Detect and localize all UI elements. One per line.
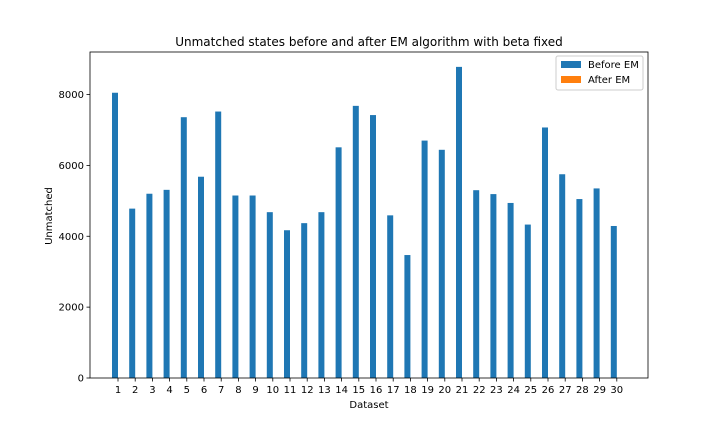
x-tick-label-18: 18 bbox=[404, 385, 417, 396]
legend-label-before-em: Before EM bbox=[588, 60, 639, 71]
bar-before-em-26 bbox=[542, 127, 548, 378]
x-tick-label-5: 5 bbox=[184, 385, 190, 396]
plot-frame bbox=[89, 51, 649, 379]
bar-before-em-24 bbox=[507, 202, 514, 378]
x-tick-label-28: 28 bbox=[576, 385, 589, 396]
bar-before-em-7 bbox=[215, 111, 222, 379]
x-tick-label-24: 24 bbox=[507, 385, 520, 396]
x-tick-label-20: 20 bbox=[438, 385, 451, 396]
bar-before-em-1 bbox=[112, 92, 118, 378]
bar-before-em-28 bbox=[576, 199, 583, 378]
bar-before-em-9 bbox=[249, 195, 256, 378]
bar-before-em-19 bbox=[421, 140, 428, 378]
x-tick-label-16: 16 bbox=[370, 385, 383, 396]
bar-before-em-8 bbox=[232, 195, 239, 378]
bar-before-em-30 bbox=[610, 225, 617, 378]
x-tick-label-10: 10 bbox=[266, 385, 279, 396]
x-tick-label-19: 19 bbox=[421, 385, 434, 396]
bar-before-em-2 bbox=[129, 208, 136, 378]
x-tick-label-8: 8 bbox=[235, 385, 241, 396]
bar-before-em-22 bbox=[473, 190, 480, 378]
bar-before-em-20 bbox=[438, 149, 445, 378]
bar-before-em-21 bbox=[456, 66, 462, 379]
legend-label-after-em: After EM bbox=[588, 75, 630, 86]
bar-before-em-25 bbox=[524, 224, 531, 378]
plot-area: 1 2 3 4 5 6 7 8 9 10 11 12 13 14 15 16 17 18 19 20 21 22 23 24 2… bbox=[59, 51, 649, 396]
x-tick-label-12: 12 bbox=[301, 385, 314, 396]
y-axis-label: Unmatched bbox=[44, 187, 55, 245]
x-tick-label-3: 3 bbox=[149, 385, 155, 396]
x-tick-label-30: 30 bbox=[610, 385, 623, 396]
bar-before-em-11 bbox=[284, 230, 290, 378]
x-tick-label-1: 1 bbox=[115, 385, 121, 396]
bar-before-em-15 bbox=[352, 105, 359, 378]
bar-before-em-6 bbox=[198, 176, 204, 378]
x-tick-label-13: 13 bbox=[318, 385, 331, 396]
y-tick-label-8000: 8000 bbox=[59, 90, 84, 101]
y-tick-label-4000: 4000 bbox=[59, 232, 84, 243]
legend-swatch-after-em bbox=[561, 76, 581, 83]
bar-before-em-17 bbox=[387, 215, 394, 378]
x-tick-label-15: 15 bbox=[352, 385, 365, 396]
x-tick-label-27: 27 bbox=[559, 385, 572, 396]
x-tick-label-21: 21 bbox=[456, 385, 469, 396]
bar-before-em-29 bbox=[593, 188, 600, 378]
bar-before-em-27 bbox=[559, 174, 566, 378]
y-tick-label-2000: 2000 bbox=[59, 303, 84, 314]
x-tick-label-7: 7 bbox=[218, 385, 224, 396]
bar-before-em-14 bbox=[335, 147, 342, 378]
bar-before-em-23 bbox=[490, 194, 497, 378]
x-tick-label-26: 26 bbox=[542, 385, 555, 396]
bar-before-em-18 bbox=[404, 255, 411, 378]
bar-before-em-13 bbox=[318, 212, 325, 378]
y-tick-label-6000: 6000 bbox=[59, 161, 84, 172]
x-tick-label-25: 25 bbox=[524, 385, 537, 396]
x-tick-label-23: 23 bbox=[490, 385, 503, 396]
bar-before-em-4 bbox=[163, 189, 170, 378]
x-tick-label-17: 17 bbox=[387, 385, 400, 396]
chart-title: Unmatched states before and after EM alg… bbox=[175, 35, 563, 49]
x-tick-label-9: 9 bbox=[252, 385, 258, 396]
bar-before-em-16 bbox=[370, 115, 376, 378]
x-tick-label-2: 2 bbox=[132, 385, 138, 396]
legend: Before EM After EM bbox=[555, 55, 644, 91]
x-tick-label-6: 6 bbox=[201, 385, 207, 396]
bar-before-em-12 bbox=[301, 223, 308, 378]
x-tick-label-29: 29 bbox=[593, 385, 606, 396]
x-tick-label-11: 11 bbox=[284, 385, 297, 396]
x-axis-label: Dataset bbox=[349, 400, 388, 411]
x-tick-label-4: 4 bbox=[166, 385, 172, 396]
legend-swatch-before-em bbox=[561, 61, 581, 68]
bar-before-em-10 bbox=[266, 212, 273, 378]
bar-before-em-5 bbox=[180, 117, 187, 378]
x-tick-label-22: 22 bbox=[473, 385, 486, 396]
x-tick-label-14: 14 bbox=[335, 385, 348, 396]
bar-before-em-3 bbox=[146, 193, 153, 378]
y-tick-label-0: 0 bbox=[78, 374, 84, 385]
